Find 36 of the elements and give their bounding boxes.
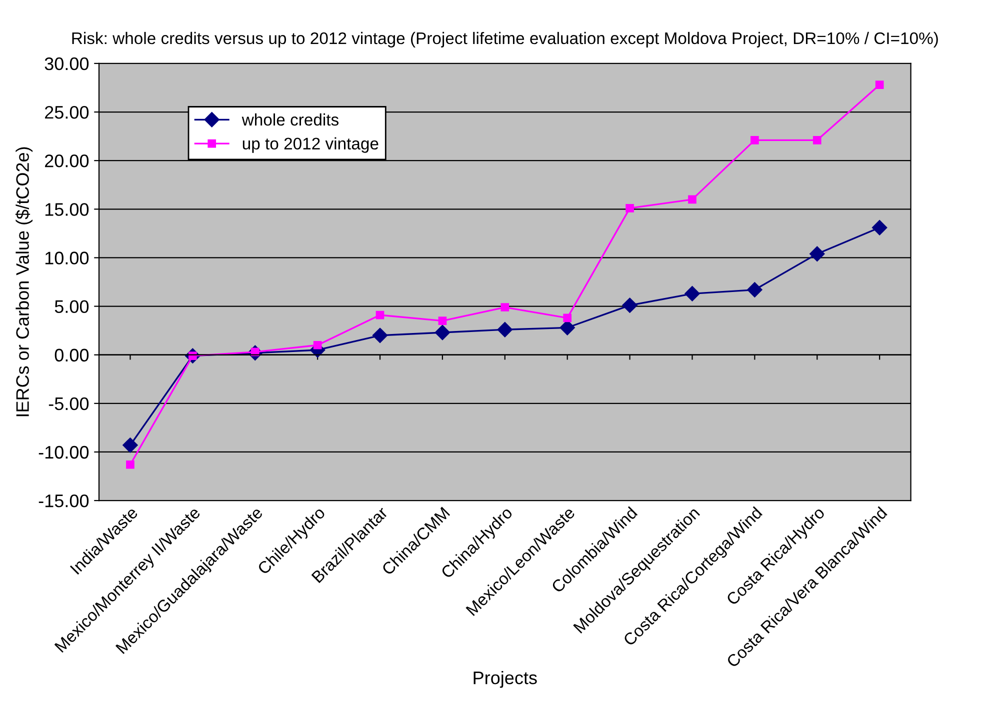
point — [747, 282, 762, 298]
point — [122, 438, 138, 453]
y-tick-label: 0.00 — [54, 348, 89, 362]
point — [872, 220, 888, 236]
y-axis-title: IERCs or Carbon Value ($/tCO2e) — [15, 147, 33, 416]
point — [497, 322, 512, 338]
point — [812, 136, 822, 144]
point — [500, 303, 510, 312]
x-axis-title: Projects — [474, 670, 537, 688]
y-tick-label: 10.00 — [45, 252, 89, 264]
point — [684, 286, 700, 302]
y-tick-label: 30.00 — [44, 57, 89, 70]
point — [563, 314, 572, 322]
point — [875, 80, 884, 89]
chart-title: Risk: whole credits versus up to 2012 vintage (Project lifetime evaluation except Moldova Project, DR=10% / CI=10%) — [72, 32, 938, 48]
point — [372, 328, 388, 343]
point — [438, 316, 447, 326]
point — [313, 340, 322, 350]
point — [622, 298, 638, 313]
point — [126, 460, 134, 469]
y-tick-label: -5.00 — [48, 397, 89, 410]
point — [810, 246, 825, 262]
y-tick-label: 15.00 — [45, 203, 89, 216]
point — [750, 136, 759, 144]
legend-label: up to 2012 vintage — [242, 137, 378, 153]
point — [688, 195, 696, 204]
y-tick-label: 5.00 — [54, 300, 89, 314]
y-tick-label: -10.00 — [38, 446, 89, 459]
point — [560, 320, 575, 336]
point — [434, 324, 450, 340]
point — [626, 204, 634, 212]
legend-label: whole credits — [242, 113, 339, 126]
y-tick-label: -15.00 — [38, 494, 89, 508]
point — [376, 310, 384, 320]
y-tick-label: 20.00 — [45, 154, 89, 168]
y-tick-label: 25.00 — [45, 106, 89, 119]
